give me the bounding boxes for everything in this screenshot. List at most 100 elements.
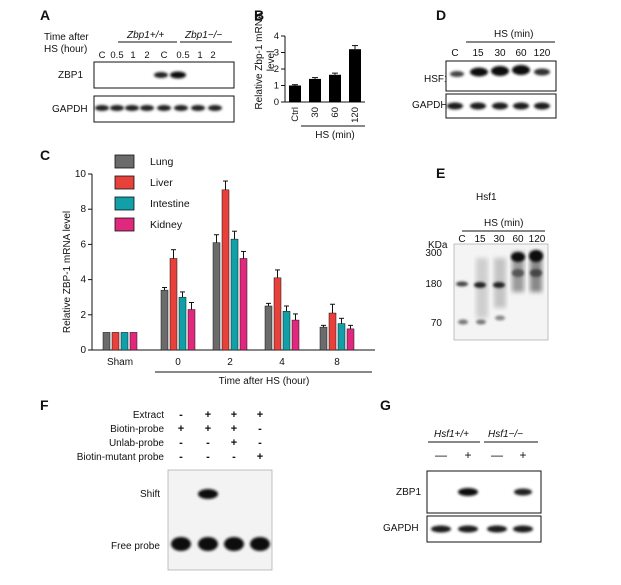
legend-label: Kidney [150,219,183,231]
condition-sign: + [178,423,184,435]
bar [346,328,355,351]
bar [169,258,178,351]
size-markers: 300 180 70 [425,248,442,329]
lane-label: 30 [493,234,505,245]
marker-label: 70 [431,318,443,329]
gapdh-band [447,102,463,110]
bar [212,242,221,351]
zbp1-bands [154,71,186,79]
lane-label: 2 [144,50,149,61]
lane-label: 2 [210,50,215,61]
bar [289,85,301,102]
lane-labels: C 15 30 60 120 [458,234,545,245]
bar [264,305,273,351]
bar-chart-b: 0 1 2 3 4 Ctrl 30 60 120 HS (min) Relative Zbp-1 m… [254,12,365,141]
lane-label: C [161,50,168,61]
native-gel-bands [456,250,543,325]
lane-labels: C 0.5 1 2 C 0.5 1 2 [99,50,216,61]
gapdh-band [513,525,533,533]
gapdh-band [487,525,507,533]
gapdh-band [125,105,139,111]
y-tick-label: 0 [80,345,86,356]
kda-label: KDa [428,240,448,251]
bar [282,311,291,351]
bar [102,332,111,351]
y-tick-label: 4 [274,31,279,42]
bar [178,296,187,351]
time-after-label: Time after [44,32,89,43]
condition-sign: - [179,451,183,463]
bar [239,258,248,351]
condition-sign: + [231,437,237,449]
y-axis-label: Relative ZBP-1 mRNA level [62,211,73,333]
gapdh-bands [447,102,550,110]
bar [111,332,120,351]
bar [120,332,129,351]
legend-swatch [114,196,135,211]
gapdh-label: GAPDH [52,104,88,115]
bar [291,319,300,351]
treatment-sign: — [435,448,447,462]
panel-label-c: C [40,147,50,163]
hsf1-bands [450,65,550,77]
y-axis-label-2: level [266,51,277,72]
panel-label-d: D [436,7,446,23]
bar [160,289,169,351]
zbp1-label: ZBP1 [58,70,83,81]
bar [319,326,328,351]
gapdh-band [174,105,188,111]
gapdh-label: GAPDH [412,100,448,111]
panel-label-a: A [40,7,50,23]
marker-label: 180 [425,279,442,290]
lane-labels: C 15 30 60 120 [451,48,550,59]
shift-label: Shift [140,489,160,500]
bar [328,312,337,351]
legend-label: Lung [150,156,174,168]
condition-sign: + [257,451,263,463]
lane-label: C [451,48,458,59]
condition-sign: + [205,423,211,435]
bar [129,332,138,351]
condition-sign: - [206,451,210,463]
hsf1-label: HSF1 [424,74,450,85]
condition-sign: - [179,437,183,449]
treatment-signs: — + — + [435,448,527,462]
condition-sign: - [179,409,183,421]
panel-label-f: F [40,397,49,413]
lane-label: 60 [515,48,527,59]
lane-label: 0.5 [110,50,123,61]
bar [187,309,196,351]
genotype-ko-label: Zbp1−/− [184,30,222,41]
lane-label: 1 [130,50,135,61]
panel-label-g: G [380,397,391,413]
lane-label: 0.5 [176,50,189,61]
zbp1-label: ZBP1 [396,487,421,498]
x-tick-label: 0 [175,357,181,368]
condition-sign: - [258,437,262,449]
lane-label: C [458,234,465,245]
condition-sign: - [258,423,262,435]
x-tick-label: 2 [227,357,233,368]
hs-min-label: HS (min) [494,29,533,40]
genotype-wt-label: Hsf1+/+ [434,429,469,440]
condition-label: Biotin-mutant probe [77,452,165,463]
lane-label: C [99,50,106,61]
gapdh-band [208,105,222,111]
lane-label: 120 [534,48,551,59]
gapdh-band [191,105,205,111]
bar-chart-c: 0 2 4 6 8 10 Relative ZBP-1 mRNA level Sham 0 2 4 8… [62,154,375,387]
lane-label: 60 [512,234,524,245]
condition-label: Unlab-probe [109,438,164,449]
lane-label: 15 [472,48,484,59]
x-tick-label: Sham [107,357,133,368]
gapdh-band [513,102,529,110]
bar [337,323,346,351]
lane-label: 30 [494,48,506,59]
y-axis-label: Relative Zbp-1 mRNA [254,12,265,110]
legend-swatch [114,175,135,190]
treatment-sign: + [464,448,471,462]
y-tick-label: 10 [75,169,87,180]
emsa-bands [171,489,270,551]
gapdh-band [157,105,171,111]
